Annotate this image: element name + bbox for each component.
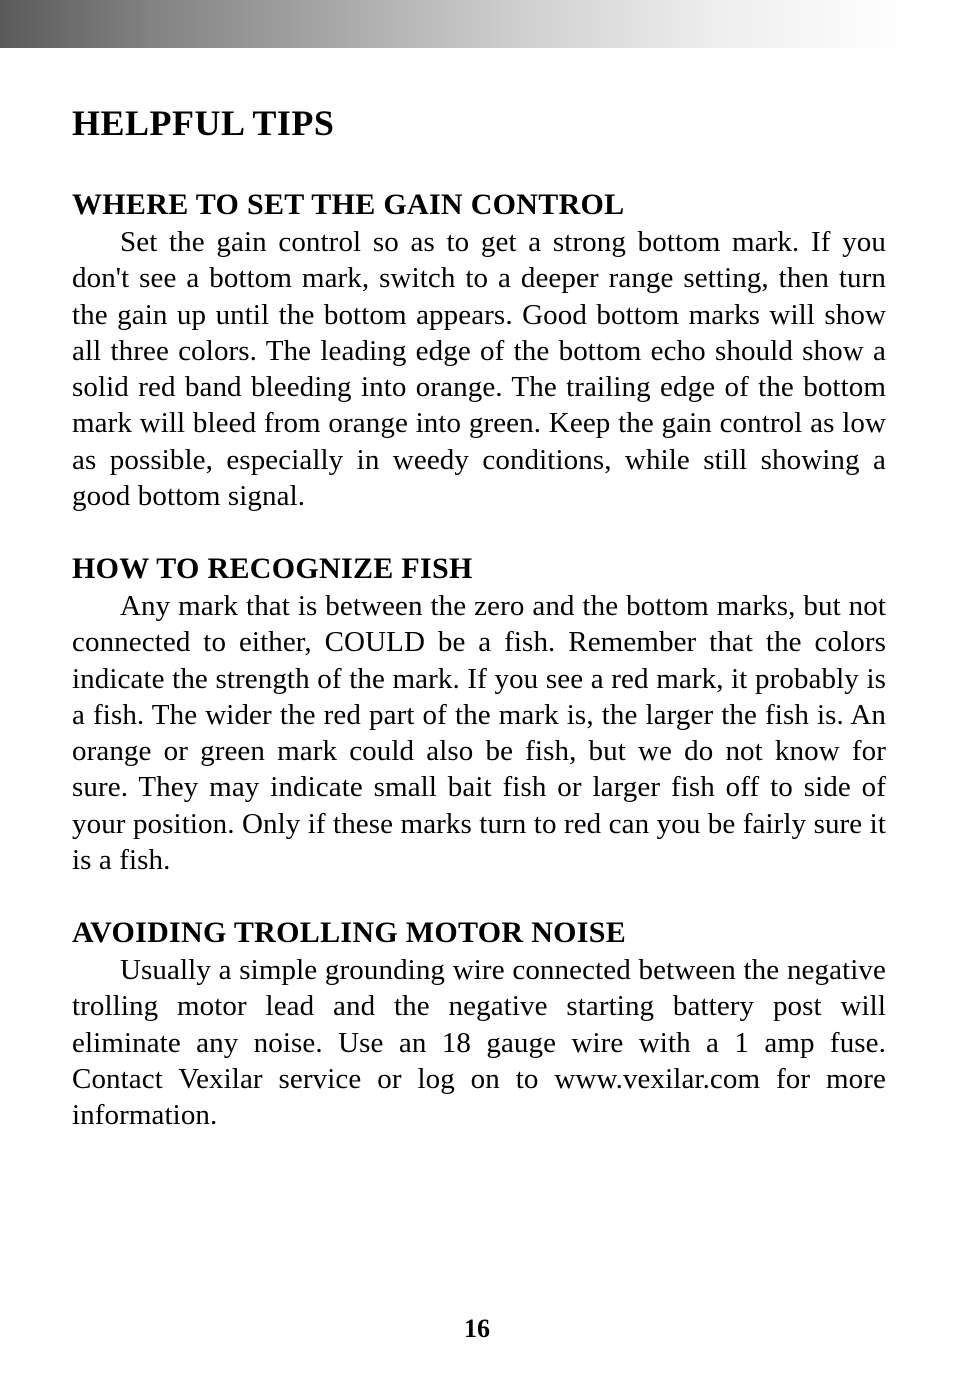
- section-body-motor: Usually a simple grounding wire connecte…: [72, 952, 886, 1133]
- section-body-gain: Set the gain control so as to get a stro…: [72, 224, 886, 514]
- page-content: HELPFUL TIPS WHERE TO SET THE GAIN CONTR…: [0, 48, 954, 1133]
- section-heading-gain: WHERE TO SET THE GAIN CONTROL: [72, 188, 886, 222]
- section-body-fish: Any mark that is between the zero and th…: [72, 588, 886, 878]
- section-heading-motor: AVOIDING TROLLING MOTOR NOISE: [72, 916, 886, 950]
- page-number: 16: [0, 1314, 954, 1344]
- page-title: HELPFUL TIPS: [72, 102, 886, 144]
- section-heading-fish: HOW TO RECOGNIZE FISH: [72, 552, 886, 586]
- gradient-header-band: [0, 0, 954, 48]
